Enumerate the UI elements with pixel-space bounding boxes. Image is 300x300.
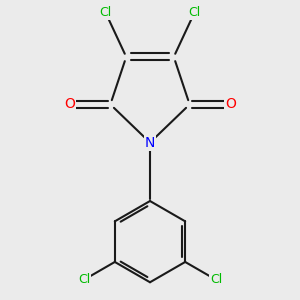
Text: O: O xyxy=(64,98,75,111)
Text: Cl: Cl xyxy=(78,273,90,286)
Text: N: N xyxy=(145,136,155,150)
Text: Cl: Cl xyxy=(210,273,222,286)
Text: Cl: Cl xyxy=(188,6,201,19)
Text: Cl: Cl xyxy=(99,6,112,19)
Text: O: O xyxy=(225,98,236,111)
